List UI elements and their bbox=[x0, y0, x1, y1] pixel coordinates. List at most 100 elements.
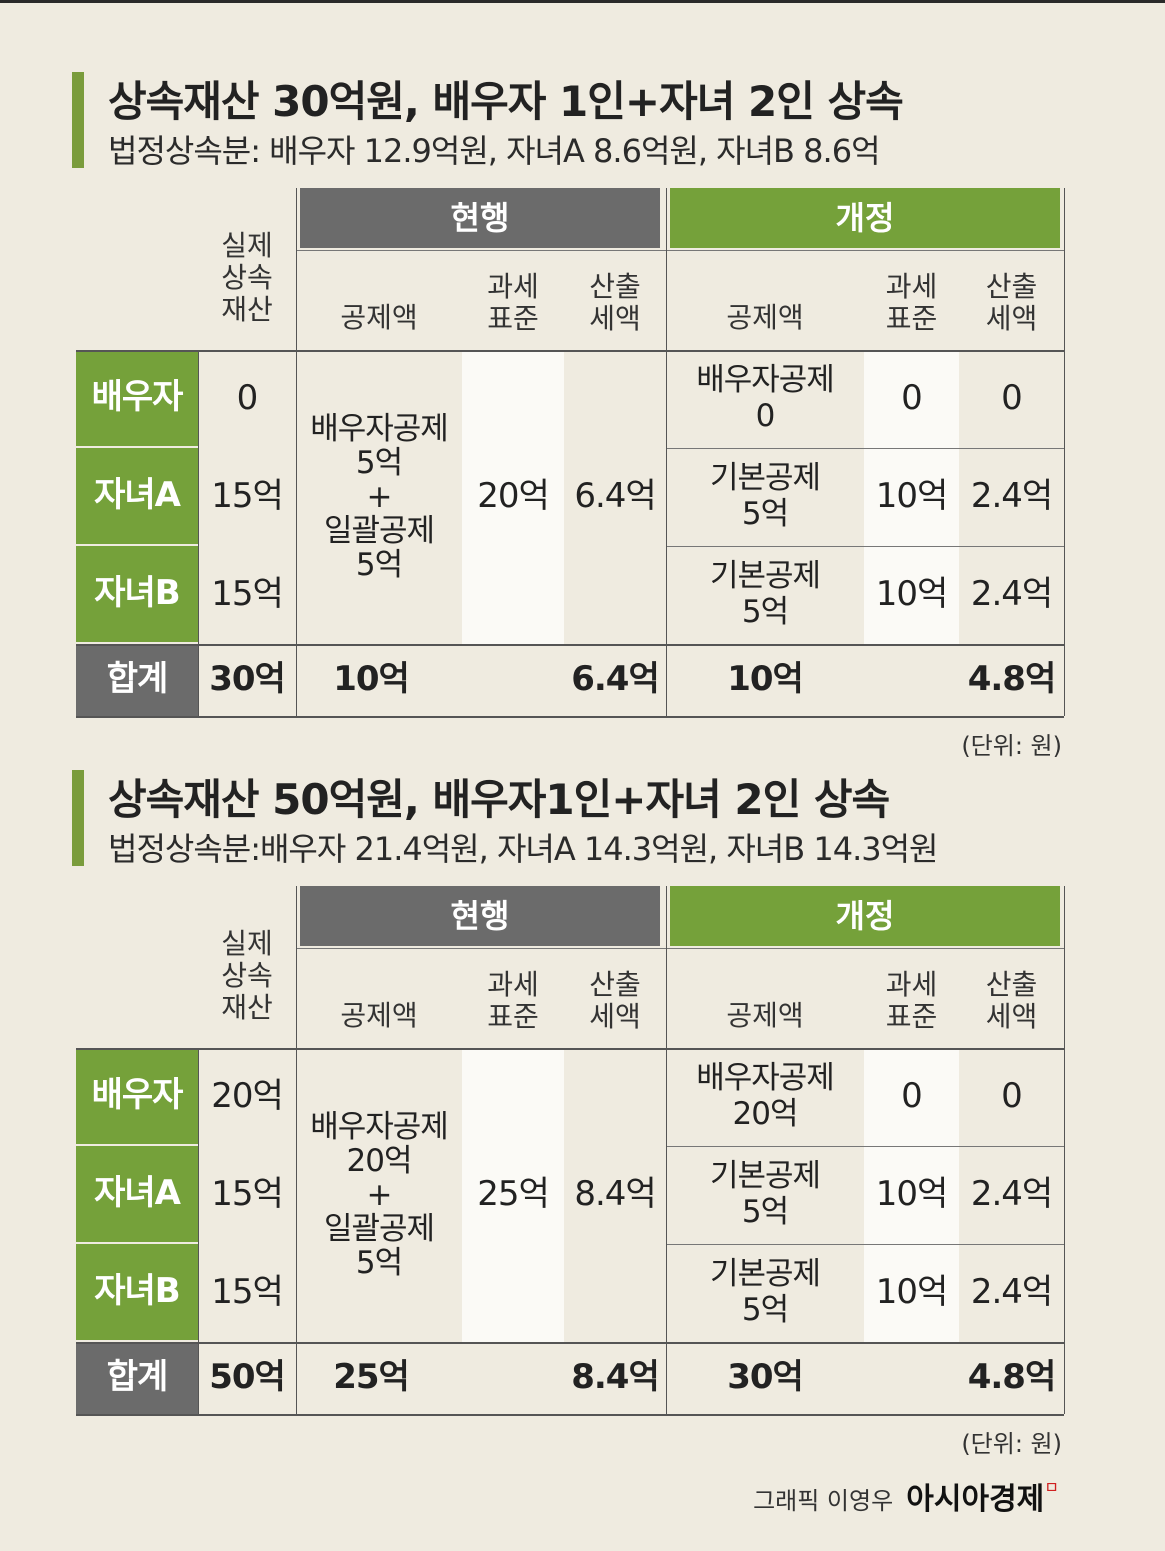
actual-inheritance-cell: 15억 bbox=[211, 1272, 284, 1313]
revised-tax-cell: 2.4억 bbox=[970, 1174, 1053, 1215]
total-revised-deduction: 10억 bbox=[727, 659, 804, 700]
total-current-deduction: 25억 bbox=[333, 1357, 410, 1398]
group-header-current: 현행 bbox=[300, 188, 660, 248]
column-header-current-deduction: 공제액 bbox=[340, 998, 418, 1032]
current-taxbase-bg bbox=[462, 1048, 564, 1342]
top-border bbox=[0, 0, 1165, 3]
current-taxbase-cell: 25억 bbox=[477, 1174, 550, 1215]
row-label: 배우자 bbox=[76, 1048, 198, 1144]
header-rule-revised bbox=[666, 250, 1064, 251]
revised-deduction-cell: 기본공제 5억 bbox=[709, 1158, 821, 1230]
revised-taxbase-cell: 0 bbox=[901, 1076, 923, 1117]
total-revised-tax: 4.8억 bbox=[967, 659, 1057, 700]
column-header-revised-taxbase: 과세 표준 bbox=[885, 967, 938, 1033]
column-divider bbox=[198, 1048, 199, 1414]
actual-inheritance-cell: 20억 bbox=[211, 1076, 284, 1117]
total-current-tax: 6.4억 bbox=[571, 659, 660, 700]
table-bottom-rule bbox=[76, 716, 1064, 718]
row-divider bbox=[666, 546, 1064, 547]
revised-tax-cell: 0 bbox=[1001, 378, 1023, 419]
total-current-tax: 8.4억 bbox=[571, 1357, 660, 1398]
total-revised-tax: 4.8억 bbox=[967, 1357, 1057, 1398]
revised-taxbase-cell: 10억 bbox=[875, 574, 949, 615]
revised-tax-cell: 2.4억 bbox=[970, 574, 1053, 615]
table-bottom-rule bbox=[76, 1414, 1064, 1416]
group-header-revised: 개정 bbox=[670, 188, 1060, 248]
total-top-rule bbox=[76, 644, 1064, 646]
row-label: 자녀A bbox=[76, 448, 198, 544]
table-top-rule bbox=[76, 1048, 1064, 1050]
row-divider bbox=[666, 1244, 1064, 1245]
total-label: 합계 bbox=[76, 1342, 198, 1414]
total-actual: 50억 bbox=[209, 1357, 286, 1398]
column-header-current-deduction: 공제액 bbox=[340, 300, 418, 334]
revised-taxbase-bg bbox=[864, 350, 959, 644]
revised-tax-cell: 2.4억 bbox=[970, 476, 1053, 517]
section-title: 상속재산 50억원, 배우자1인+자녀 2인 상속 bbox=[108, 775, 890, 824]
header-rule-current bbox=[296, 250, 666, 251]
section-title: 상속재산 30억원, 배우자 1인+자녀 2인 상속 bbox=[108, 77, 904, 126]
total-revised-deduction: 30억 bbox=[727, 1357, 804, 1398]
revised-taxbase-cell: 10억 bbox=[875, 476, 949, 517]
accent-bar bbox=[72, 72, 84, 168]
header-rule-current bbox=[296, 948, 666, 949]
row-divider bbox=[666, 1146, 1064, 1147]
column-header-current-tax: 산출 세액 bbox=[589, 269, 641, 335]
actual-inheritance-cell: 0 bbox=[236, 378, 259, 419]
current-deduction-cell: 배우자공제 5억 + 일괄공제 5억 bbox=[310, 410, 449, 584]
revised-taxbase-cell: 10억 bbox=[875, 1272, 949, 1313]
current-taxbase-cell: 20억 bbox=[477, 476, 550, 517]
accent-bar bbox=[72, 770, 84, 866]
revised-deduction-cell: 배우자공제 20억 bbox=[696, 1060, 835, 1132]
current-tax-cell: 8.4억 bbox=[574, 1174, 656, 1215]
revised-taxbase-bg bbox=[864, 1048, 959, 1342]
column-header-revised-tax: 산출 세액 bbox=[985, 967, 1038, 1033]
group-header-revised: 개정 bbox=[670, 886, 1060, 946]
group-header-current: 현행 bbox=[300, 886, 660, 946]
section-subtitle: 법정상속분: 배우자 12.9억원, 자녀A 8.6억원, 자녀B 8.6억 bbox=[108, 132, 881, 170]
row-label: 자녀B bbox=[76, 1244, 198, 1340]
revised-deduction-cell: 배우자공제 0 bbox=[696, 362, 835, 434]
column-divider bbox=[666, 886, 667, 1414]
column-header-actual: 실제 상속 재산 bbox=[221, 926, 273, 1025]
column-divider bbox=[296, 886, 297, 1414]
actual-inheritance-cell: 15억 bbox=[211, 476, 284, 517]
brand-mark-icon: ㅁ bbox=[1044, 1478, 1059, 1497]
column-header-revised-tax: 산출 세액 bbox=[985, 269, 1038, 335]
brand-logo: 아시아경제 bbox=[906, 1482, 1045, 1517]
unit-note: (단위: 원) bbox=[961, 732, 1062, 760]
revised-tax-cell: 2.4억 bbox=[970, 1272, 1053, 1313]
row-label: 배우자 bbox=[76, 350, 198, 446]
revised-deduction-cell: 기본공제 5억 bbox=[709, 460, 821, 532]
credit: 그래픽 이영우 아시아경제ㅁ bbox=[753, 1474, 1059, 1518]
column-header-current-taxbase: 과세 표준 bbox=[487, 967, 539, 1033]
current-tax-cell: 6.4억 bbox=[574, 476, 656, 517]
column-header-current-tax: 산출 세액 bbox=[589, 967, 641, 1033]
total-actual: 30억 bbox=[209, 659, 286, 700]
unit-note: (단위: 원) bbox=[961, 1430, 1062, 1458]
revised-tax-cell: 0 bbox=[1001, 1076, 1023, 1117]
column-divider bbox=[1064, 188, 1065, 716]
tax-table: 현행 개정 실제 상속 재산 공제액 과세 표준 산출 세액 공제액 과세 표준 산출 세액 배우… bbox=[72, 188, 1072, 760]
row-divider bbox=[666, 448, 1064, 449]
row-label: 자녀A bbox=[76, 1146, 198, 1242]
section-subtitle: 법정상속분:배우자 21.4억원, 자녀A 14.3억원, 자녀B 14.3억원 bbox=[108, 830, 938, 868]
actual-inheritance-cell: 15억 bbox=[211, 1174, 284, 1215]
revised-taxbase-cell: 0 bbox=[901, 378, 923, 419]
column-header-actual: 실제 상속 재산 bbox=[221, 228, 273, 327]
current-deduction-cell: 배우자공제 20억 + 일괄공제 5억 bbox=[310, 1108, 449, 1282]
header-rule-revised bbox=[666, 948, 1064, 949]
revised-taxbase-cell: 10억 bbox=[875, 1174, 949, 1215]
revised-deduction-cell: 기본공제 5억 bbox=[709, 558, 821, 630]
column-header-revised-taxbase: 과세 표준 bbox=[885, 269, 938, 335]
total-top-rule bbox=[76, 1342, 1064, 1344]
column-header-revised-deduction: 공제액 bbox=[726, 300, 804, 334]
graphic-byline: 그래픽 이영우 bbox=[753, 1487, 894, 1515]
row-label: 자녀B bbox=[76, 546, 198, 642]
column-header-revised-deduction: 공제액 bbox=[726, 998, 804, 1032]
current-taxbase-bg bbox=[462, 350, 564, 644]
